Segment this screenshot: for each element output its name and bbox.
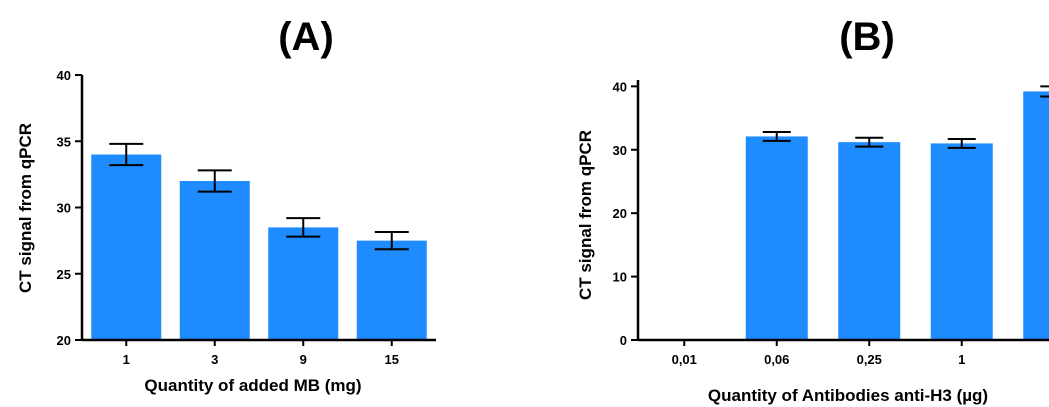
chart-a-y-tick-label: 20	[57, 333, 71, 348]
chart-a-y-axis-label: CT signal from qPCR	[16, 123, 35, 293]
chart-a-error-bar	[197, 169, 232, 193]
chart-a-bar	[268, 227, 339, 340]
chart-a-x-tick-label: 15	[385, 352, 399, 367]
chart-b-error-bar	[762, 131, 791, 142]
chart-a-bar	[179, 181, 250, 340]
chart-a-y-tick-label: 25	[57, 267, 71, 282]
chart-a: (A) CT signal from qPCR Quantity of adde…	[16, 15, 436, 395]
chart-b-panel-label: (B)	[839, 15, 895, 59]
chart-b-error-bar	[1040, 85, 1049, 98]
chart-a-error-bar	[109, 142, 144, 167]
chart-b-bar	[930, 143, 993, 340]
chart-b-bar	[838, 142, 901, 340]
chart-a-error-bar	[286, 217, 321, 238]
chart-a-x-axis-label: Quantity of added MB (mg)	[144, 376, 361, 395]
chart-a-plot-area: 1 3 9 15 20 25 30 35 40	[57, 68, 436, 367]
chart-a-x-tick-label: 3	[211, 352, 218, 367]
chart-b-y-tick-label: 0	[620, 333, 627, 348]
chart-a-y-tick-label: 30	[57, 201, 71, 216]
chart-b-error-bar	[855, 136, 884, 148]
chart-a-y-tick-label: 35	[57, 134, 71, 149]
chart-b: (B) CT signal from qPCR Quantity of Anti…	[576, 15, 1049, 405]
chart-a-error-bar	[374, 231, 409, 251]
chart-a-x-tick-label: 9	[300, 352, 307, 367]
chart-b-y-axis-label: CT signal from qPCR	[576, 130, 595, 300]
chart-b-x-tick-label: 0,01	[672, 352, 697, 367]
chart-a-y-tick-label: 40	[57, 68, 71, 83]
chart-a-panel-label: (A)	[278, 15, 334, 59]
chart-b-x-tick-label: 1	[958, 352, 965, 367]
chart-a-bar	[91, 154, 162, 340]
chart-b-x-axis-label: Quantity of Antibodies anti-H3 (µg)	[708, 386, 988, 405]
chart-b-bar	[745, 136, 808, 340]
chart-b-plot-area: 0,010,060,2514010203040	[613, 79, 1049, 367]
chart-a-bar	[356, 240, 427, 340]
chart-b-x-tick-label: 0,25	[857, 352, 882, 367]
chart-b-y-tick-label: 30	[613, 143, 627, 158]
chart-b-y-tick-label: 10	[613, 270, 627, 285]
chart-b-y-tick-label: 40	[613, 79, 627, 94]
chart-b-bar	[1023, 91, 1049, 340]
chart-b-y-tick-label: 20	[613, 206, 627, 221]
chart-b-error-bar	[947, 137, 976, 149]
chart-b-x-tick-label: 0,06	[764, 352, 789, 367]
chart-a-x-tick-label: 1	[123, 352, 130, 367]
